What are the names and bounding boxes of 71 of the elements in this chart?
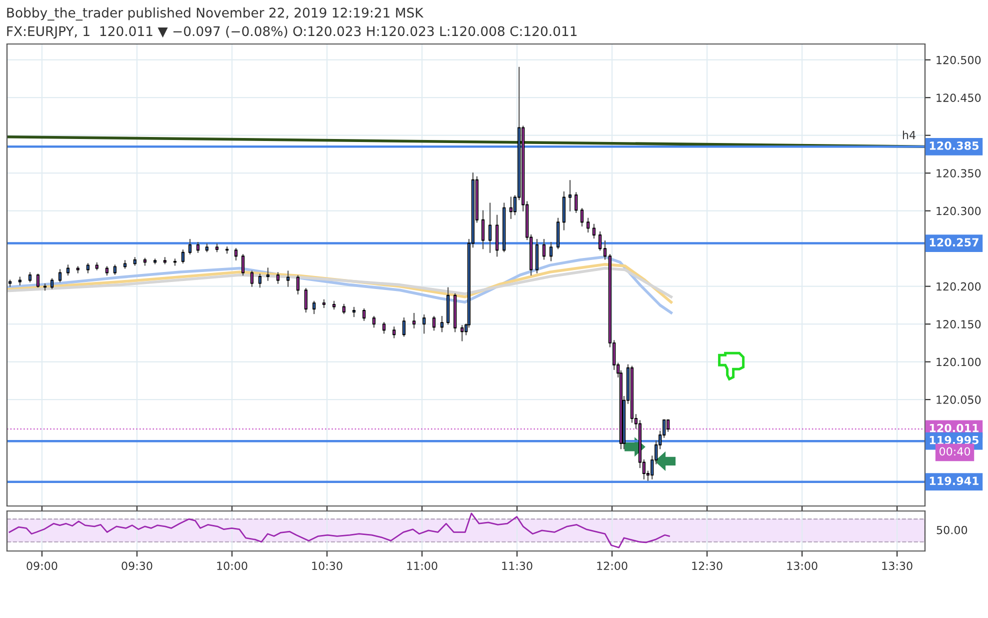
candlestick [241, 254, 245, 276]
x-tick-label: 13:30 [882, 562, 912, 570]
candlestick [542, 238, 546, 260]
candlestick [481, 210, 485, 250]
text: 00:40 [940, 447, 970, 456]
candlestick [342, 304, 346, 314]
candlestick [86, 263, 90, 274]
candlestick [276, 272, 280, 284]
y-tick-label: 120.150 [936, 320, 981, 328]
candlestick [286, 270, 290, 287]
ref-line-label: 120.257 [930, 238, 978, 247]
x-tick-label: 13:00 [787, 562, 818, 570]
candlestick [66, 264, 70, 276]
candlestick [586, 218, 590, 233]
candlestick [432, 316, 436, 331]
y-tick-label: 120.500 [936, 56, 981, 64]
candlestick [234, 248, 238, 260]
candlestick [460, 325, 464, 342]
candlestick [113, 264, 116, 275]
candlestick [266, 268, 270, 281]
candlestick [250, 270, 254, 287]
y-tick-label: 120.100 [936, 358, 981, 366]
candlestick [196, 242, 200, 253]
x-tick-label: 10:30 [312, 562, 342, 570]
candlestick [362, 308, 366, 321]
candlestick [58, 269, 62, 282]
candlestick [402, 317, 406, 337]
x-tick-label: 11:30 [502, 562, 532, 570]
x-tick-label: 12:30 [692, 562, 722, 570]
candlestick [181, 250, 184, 264]
x-tick-label: 11:00 [407, 562, 438, 570]
candlestick [304, 288, 308, 313]
candlestick [509, 196, 512, 219]
ref-line-label: 119.995 [930, 436, 979, 444]
chart-title: Bobby_the_trader published November 22, 2019 12:19:21 MSK [7, 7, 424, 21]
candlestick [296, 275, 300, 294]
x-tick-label: 09:00 [26, 562, 58, 570]
candlestick [28, 272, 32, 282]
candlestick [258, 274, 262, 288]
annotation: h4 [902, 130, 916, 140]
candlestick [440, 316, 444, 332]
candlestick [574, 192, 578, 213]
text: 50.00 [936, 526, 968, 534]
candlestick [598, 231, 602, 251]
ref-line-label: 119.941 [930, 476, 979, 486]
ref-line-label: 120.011 [930, 424, 979, 432]
y-tick-label: 120.200 [936, 282, 981, 291]
candlestick [312, 300, 316, 314]
chart-subtitle: FX:EURJPY, 1 120.011 ▼ −0.097 (−0.08%) O:120.023 H:120.023 L:120.008 C:120.011 [7, 26, 577, 39]
x-tick-label: 09:30 [122, 562, 152, 570]
ref-line-label: 120.385 [930, 141, 979, 150]
candlestick [352, 306, 356, 318]
candlestick [412, 312, 416, 328]
candlestick [592, 224, 596, 239]
candlestick [568, 180, 572, 212]
x-tick-label: 10:00 [217, 562, 248, 570]
candlestick [580, 208, 584, 226]
y-tick-label: 120.450 [936, 94, 981, 102]
y-tick-label: 120.300 [936, 206, 981, 216]
y-tick-label: 120.050 [936, 396, 981, 404]
line-series [7, 266, 673, 298]
candlestick [36, 274, 40, 288]
candlestick [382, 322, 386, 334]
candlestick [50, 278, 54, 290]
candlestick [372, 316, 376, 328]
x-tick-label: 12:00 [597, 562, 628, 570]
candlestick [392, 326, 396, 338]
y-tick-label: 120.350 [936, 169, 981, 178]
candlestick [603, 240, 607, 260]
candlestick [666, 419, 670, 432]
candlestick [422, 314, 426, 334]
